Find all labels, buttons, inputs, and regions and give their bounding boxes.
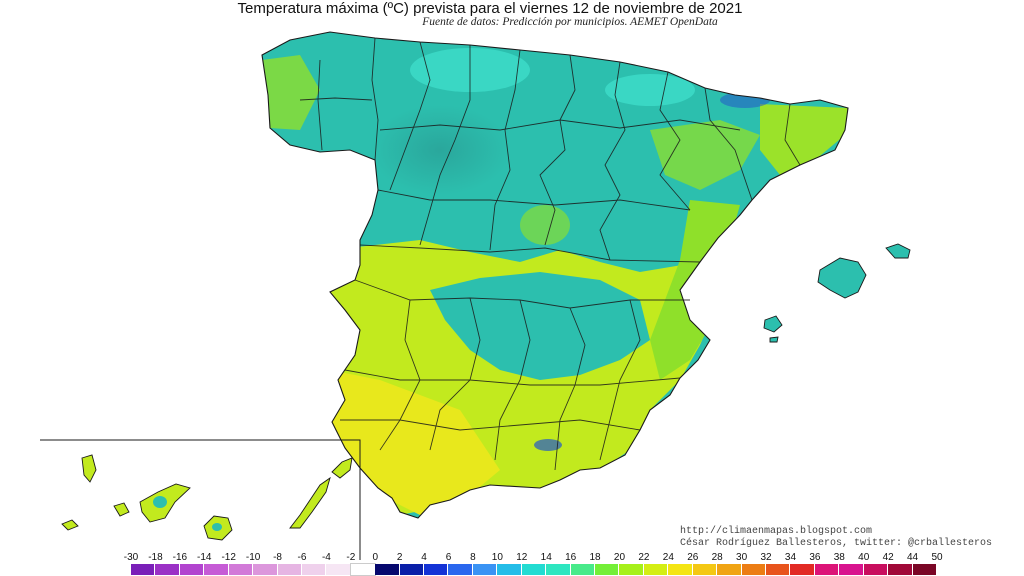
legend-label: 36 [809,552,821,563]
legend-label: -4 [321,552,331,563]
legend-swatch [912,564,937,575]
legend-label: 18 [589,552,601,563]
legend-swatch [228,564,254,575]
legend-label: 6 [445,552,452,563]
legend-label: 4 [421,552,427,563]
legend-swatch [301,564,327,575]
green-patch-central [520,205,570,245]
legend-label: -10 [245,552,261,563]
legend-swatch [253,564,278,575]
legend-label: 24 [662,552,674,563]
legend-swatch [863,564,889,575]
map-subtitle: Fuente de datos: Predicción por municipi… [422,16,718,28]
legend-swatch [155,564,180,575]
legend-label: 44 [907,552,919,563]
legend-label: 22 [638,552,650,563]
legend-label: -6 [297,552,307,563]
canary-islands-inset [40,439,361,560]
legend-swatch [179,564,205,575]
legend-swatch [619,564,644,575]
balearic-islands [763,243,911,343]
legend-swatch [692,564,718,575]
cool-core-sierra-nevada [534,439,562,451]
legend-swatch [472,564,498,575]
legend-swatch [570,564,596,575]
legend-swatch [131,564,156,575]
iberian-peninsula [261,31,849,519]
map-title: Temperatura máxima (ºC) prevista para el… [237,0,743,17]
legend-swatch [349,563,377,576]
legend-swatch [546,564,571,575]
legend-swatch [326,564,351,575]
legend-swatch [595,564,620,575]
legend-label: 8 [470,552,476,563]
credit-url: http://climaenmapas.blogspot.com [680,526,873,537]
legend-label: 0 [372,552,379,563]
peninsula-outline [261,31,849,519]
legend-swatch [497,564,522,575]
legend-label: -16 [172,552,188,563]
legend-label: -30 [123,552,139,563]
legend-label: 28 [711,552,723,563]
legend-swatch [814,564,840,575]
legend-label: 50 [931,552,943,563]
island-formentera [769,336,779,343]
legend-label: 12 [516,552,528,563]
green-zone-galicia [262,55,320,130]
island-fuerteventura [289,476,331,529]
legend-label: -8 [273,552,282,563]
legend-swatch [839,564,864,575]
legend-label: 20 [613,552,626,563]
legend-label: -14 [197,552,212,563]
legend-label: 40 [858,552,870,563]
cyan-patch-northeast [605,74,695,106]
legend-label: 38 [833,552,845,563]
legend-color-scale [131,563,937,576]
island-menorca [885,243,911,259]
cool-core-pyrenees [720,92,770,108]
legend-swatch [448,564,473,575]
tenerife-cool-core [153,496,167,508]
island-ibiza [763,315,783,333]
legend-label: 10 [491,552,503,563]
legend-label: -18 [148,552,163,563]
legend-swatch [643,564,669,575]
island-lanzarote [331,457,353,479]
legend-label: 14 [540,552,552,563]
legend-swatch [717,564,742,575]
cool-core-meseta [370,105,510,195]
gran-canaria-cool-core [212,523,222,531]
inset-frame [40,439,361,560]
province-borders [299,37,801,471]
legend-swatch [375,564,400,575]
legend-swatch [888,564,913,575]
green-zone-ebro [650,120,760,190]
green-zone-northeast [760,104,848,175]
legend-swatch [668,564,693,575]
legend-label: 2 [396,552,403,563]
legend-swatch [399,564,425,575]
legend-label: 26 [687,552,699,563]
legend-swatch [765,564,791,575]
legend-label: 32 [760,552,772,563]
legend-swatch [790,564,815,575]
legend-swatch [424,564,449,575]
island-la-gomera [113,502,130,517]
legend-label: 30 [736,552,748,563]
island-mallorca [817,257,867,299]
legend-swatch [741,564,766,575]
legend-swatch [277,564,302,575]
legend-label: -12 [221,552,236,563]
legend-label: 34 [784,552,797,563]
legend-label: -2 [346,552,356,563]
legend-label: 16 [565,552,577,563]
legend-label: 42 [882,552,894,563]
legend-swatch [204,564,229,575]
credit-author: César Rodríguez Ballesteros, twitter: @c… [680,538,993,549]
island-el-hierro [61,519,79,531]
island-la-palma [81,454,97,483]
legend-swatch [521,564,547,575]
